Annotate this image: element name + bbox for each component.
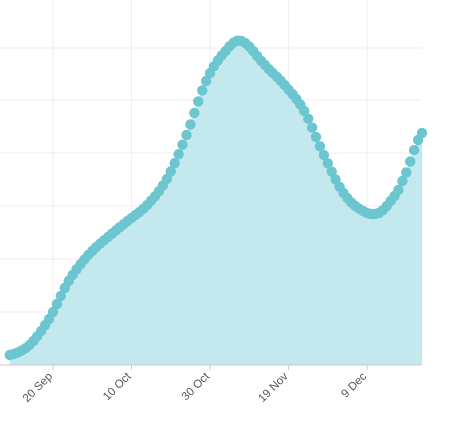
data-point [193, 96, 204, 107]
data-point [397, 175, 408, 187]
data-point [322, 158, 333, 169]
data-point [165, 166, 176, 177]
x-axis-ticks: 20 Sep 10 Oct 30 Oct 19 Nov 9 Dec [21, 365, 369, 405]
data-point [306, 122, 318, 133]
data-point [177, 139, 188, 150]
data-point [200, 75, 212, 87]
data-point [169, 158, 180, 169]
data-point [326, 166, 337, 177]
data-point [185, 119, 196, 130]
data-point [314, 141, 326, 152]
x-tick-label: 19 Nov [256, 370, 290, 404]
data-point [405, 156, 416, 167]
data-point [173, 149, 184, 160]
data-point [181, 129, 192, 141]
data-point [47, 306, 59, 318]
data-points [4, 35, 428, 361]
data-point [303, 113, 314, 124]
x-tick-label: 9 Dec [339, 370, 369, 400]
data-point [55, 290, 66, 302]
data-point [310, 131, 322, 143]
data-point [416, 127, 428, 139]
data-point [318, 149, 330, 161]
data-point [401, 167, 412, 178]
x-tick-label: 20 Sep [21, 371, 55, 405]
data-point [393, 184, 404, 196]
area-fill [9, 40, 423, 365]
data-point [51, 298, 63, 310]
x-tick-label: 10 Oct [101, 370, 134, 403]
data-point [408, 144, 420, 156]
data-point [299, 105, 310, 117]
data-point [189, 107, 200, 119]
data-point [197, 85, 208, 96]
x-tick-label: 30 Oct [180, 370, 213, 403]
